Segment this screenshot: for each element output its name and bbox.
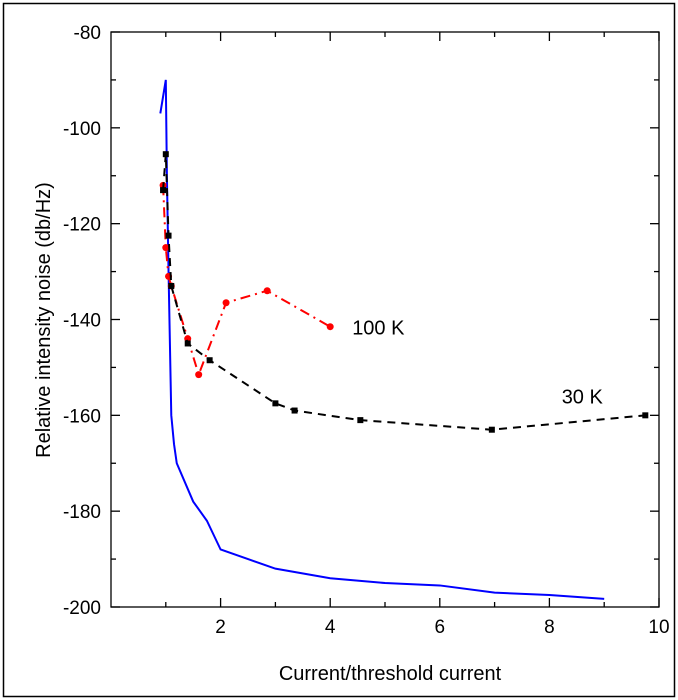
series-2-point <box>162 244 170 252</box>
x-tick-label: 6 <box>435 617 446 638</box>
series-2-point <box>195 371 203 379</box>
y-axis-title: Relative intensity noise (db/Hz) <box>33 182 55 458</box>
y-tick-label: -80 <box>74 23 101 44</box>
series-3-point <box>160 187 167 194</box>
series-2-point <box>326 323 334 331</box>
series-3-point <box>272 400 279 407</box>
series-3-point <box>642 412 649 419</box>
y-tick-label: -100 <box>63 119 101 140</box>
series-3-point <box>206 357 213 364</box>
series-3-point <box>357 417 364 424</box>
series-1-line <box>159 79 605 600</box>
series-3-point <box>162 151 169 158</box>
x-tick-label: 2 <box>215 617 226 638</box>
y-tick-label: -160 <box>63 406 101 427</box>
y-tick-label: -120 <box>63 215 101 236</box>
x-axis-title: Current/threshold current <box>279 663 502 685</box>
series-3-point <box>165 232 172 239</box>
series-label-100-k: 100 K <box>352 318 405 340</box>
x-tick-label: 10 <box>648 617 669 638</box>
series-3-point <box>184 340 191 347</box>
x-tick-label: 8 <box>544 617 555 638</box>
y-tick-label: -180 <box>63 502 101 523</box>
x-tick-label: 4 <box>325 617 336 638</box>
series-2-point <box>222 299 230 307</box>
plot-layer: 2 4 6 8 10 -200 -180 -160 -140 -120 -100 -80 100 K 30… <box>63 23 670 638</box>
y-tick-label: -140 <box>63 311 101 332</box>
y-tick-label: -200 <box>63 598 101 619</box>
series-3-point <box>488 426 495 433</box>
series-2-point <box>263 287 271 295</box>
series-label-30-k: 30 K <box>562 386 604 408</box>
series-3-point <box>291 407 298 414</box>
series-3-point <box>168 282 175 289</box>
